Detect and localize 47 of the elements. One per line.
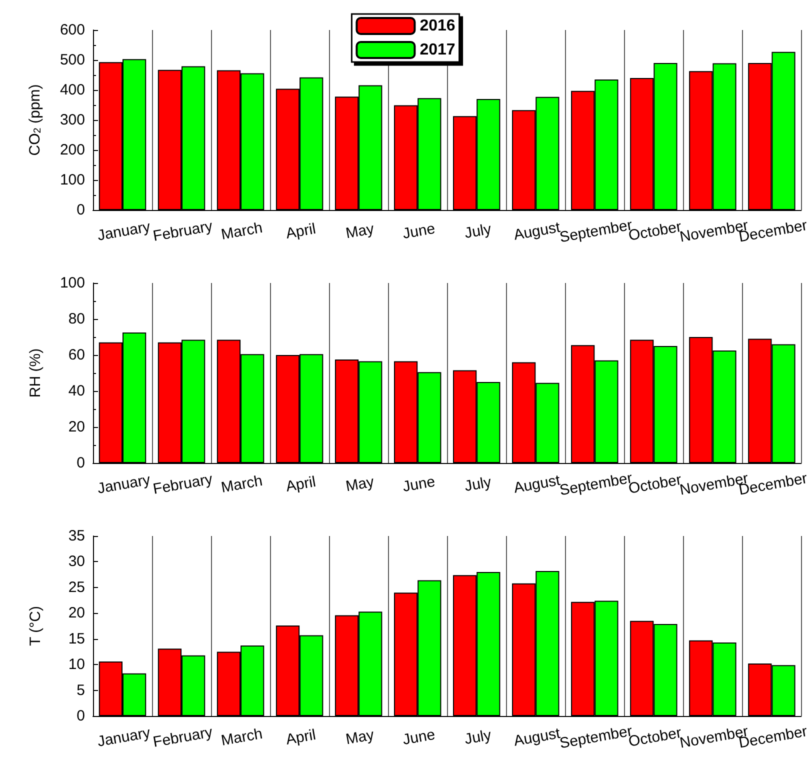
x-tick-label: April	[284, 726, 318, 748]
x-tick-label: June	[401, 473, 436, 496]
x-tick-label: January	[96, 724, 152, 750]
y-tick-label: 60	[68, 346, 85, 364]
x-tick-label: February	[152, 470, 214, 498]
x-tick-label: July	[463, 474, 494, 496]
legend-label: 2017	[420, 42, 456, 58]
x-tick-label: June	[401, 220, 436, 243]
y-tick-label: 100	[60, 274, 85, 292]
x-tick-label: May	[344, 726, 376, 748]
y-tick-label: 40	[68, 382, 85, 400]
y-tick-label: 5	[76, 682, 85, 699]
x-tick-label: February	[152, 724, 214, 751]
x-tick-label: January	[96, 218, 152, 244]
x-tick-label: July	[463, 220, 494, 242]
y-tick-label: 0	[76, 454, 85, 472]
y-tick-label: 15	[68, 630, 85, 648]
y-axis-title: CO2 (ppm)	[26, 84, 44, 156]
y-axis-title: RH (%)	[27, 348, 44, 398]
x-tick-label: April	[284, 220, 318, 242]
y-tick-label: 80	[68, 310, 85, 328]
x-tick-label: June	[401, 726, 436, 749]
x-tick-label: July	[463, 726, 494, 748]
x-tick-label: May	[344, 220, 376, 242]
y-tick-label: 25	[68, 578, 85, 596]
y-tick-label: 30	[68, 553, 85, 570]
y-tick-label: 500	[60, 52, 85, 68]
y-tick-label: 20	[68, 418, 85, 436]
x-tick-label: March	[220, 472, 264, 496]
x-tick-label: March	[220, 725, 264, 750]
y-tick-label: 0	[76, 202, 85, 218]
y-tick-label: 20	[68, 604, 85, 622]
y-axis-title: T (°C)	[27, 606, 44, 646]
x-tick-label: March	[220, 219, 264, 244]
y-tick-label: 300	[60, 112, 85, 128]
x-tick-label: February	[152, 218, 214, 245]
y-tick-label: 600	[60, 22, 85, 38]
y-tick-label: 400	[60, 82, 85, 98]
x-tick-label: May	[344, 473, 376, 496]
y-tick-label: 35	[68, 528, 85, 544]
y-tick-label: 100	[60, 172, 85, 188]
legend-label: 2016	[420, 18, 456, 34]
x-tick-label: April	[284, 473, 318, 496]
x-tick-label: January	[96, 471, 152, 498]
y-tick-label: 200	[60, 142, 85, 158]
y-tick-label: 0	[76, 708, 85, 724]
y-tick-label: 10	[68, 656, 85, 674]
